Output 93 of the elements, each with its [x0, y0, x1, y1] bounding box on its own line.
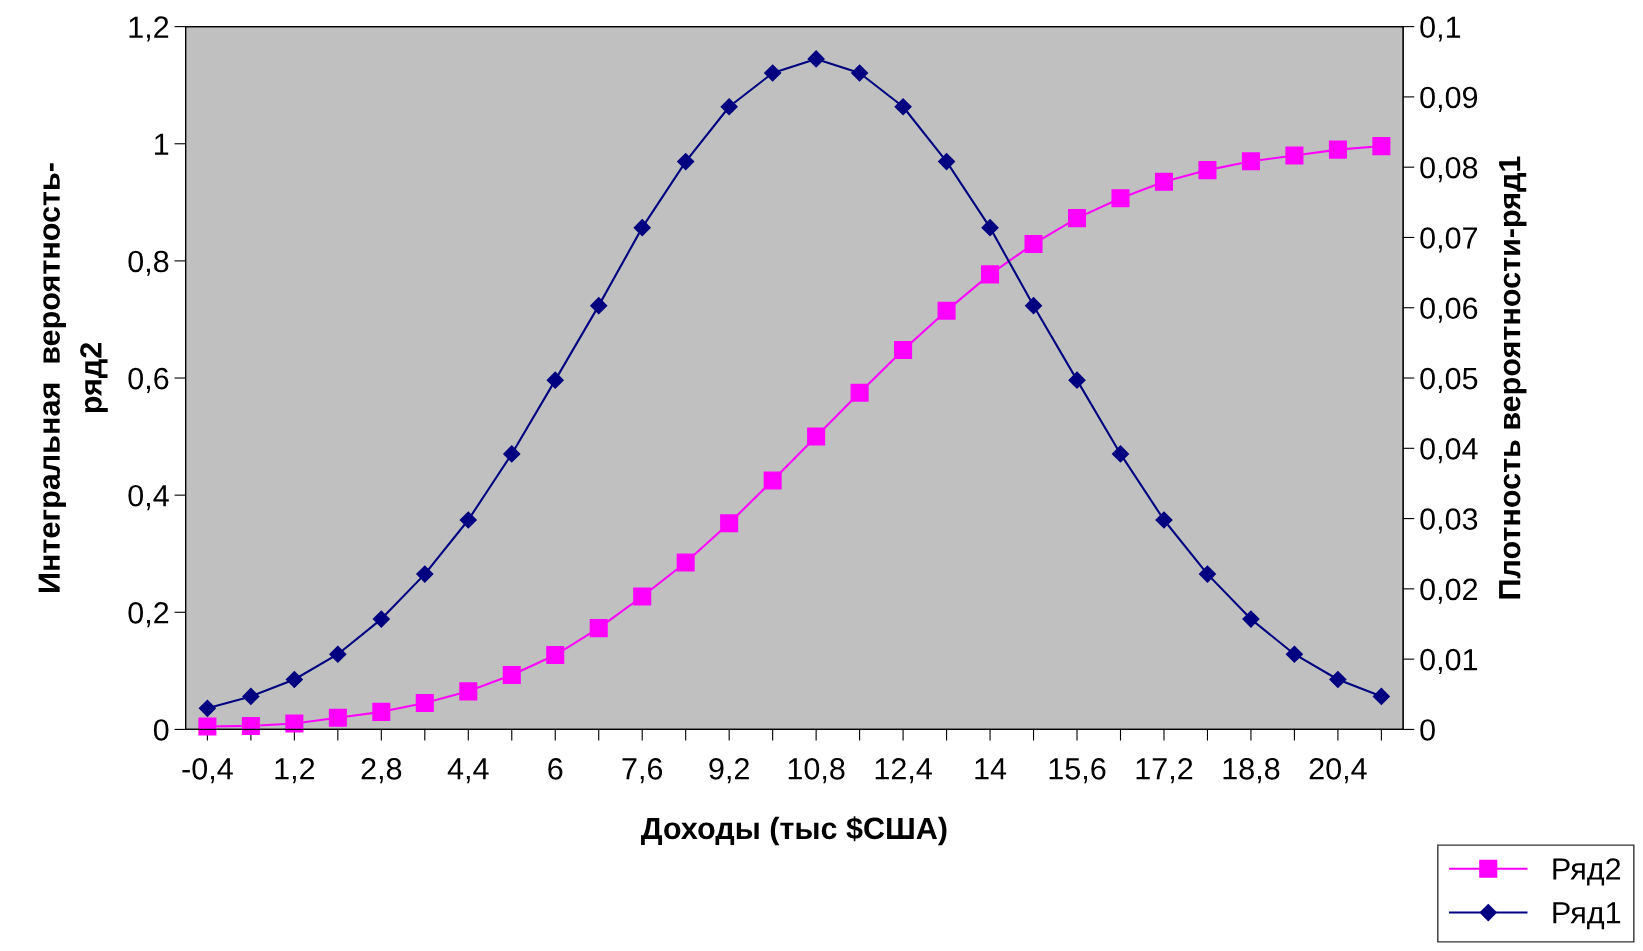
- point: [1067, 209, 1087, 228]
- x-tick-label: 6: [548, 758, 563, 780]
- point: [1285, 146, 1304, 165]
- point: [415, 694, 434, 713]
- y2-tick-label: 0,06: [1420, 297, 1478, 323]
- point: [198, 699, 216, 717]
- y2-tick-label: 0: [1420, 719, 1435, 741]
- point: [720, 98, 738, 116]
- point: [981, 265, 1000, 284]
- point: [285, 670, 303, 689]
- point: [894, 98, 912, 116]
- point: [1155, 511, 1173, 529]
- x-tick-label: 14: [975, 758, 1007, 780]
- point: [1329, 670, 1347, 689]
- point: [1372, 687, 1390, 705]
- point: [372, 610, 390, 628]
- point: [1198, 565, 1217, 583]
- legend-label: Ряд1: [1553, 902, 1621, 930]
- point: [242, 687, 260, 705]
- x-tick-label: 17,2: [1136, 758, 1193, 784]
- y2-tick-label: 0,07: [1420, 227, 1478, 253]
- y-axis-title: Интегральная вероятность- ряд2: [38, 163, 108, 592]
- point: [894, 340, 913, 359]
- point: [372, 702, 391, 721]
- point: [1241, 152, 1260, 171]
- x-tick-label: 10,8: [788, 758, 845, 784]
- point: [937, 301, 956, 320]
- y2-tick-label: 0,02: [1420, 578, 1478, 604]
- point: [1198, 161, 1217, 180]
- x-tick-label: 9,2: [709, 758, 749, 784]
- y2-tick-label: 0,04: [1420, 438, 1478, 464]
- x-tick-label: 15,6: [1049, 758, 1106, 784]
- point: [502, 665, 521, 684]
- x-tick-label: 1,2: [275, 758, 315, 784]
- point: [1328, 140, 1347, 159]
- y2-tick-label: 0,03: [1420, 508, 1478, 534]
- point: [676, 553, 695, 572]
- y-tick-label: 0: [153, 719, 169, 741]
- point: [1024, 297, 1043, 315]
- point: [1372, 137, 1391, 156]
- y2-axis-title: Плотность вероятности-ряд1: [1499, 156, 1527, 599]
- y-tick-label: 0,2: [128, 602, 169, 628]
- y2-tick-label: 0,1: [1420, 16, 1461, 42]
- point: [764, 64, 782, 82]
- point: [1111, 445, 1130, 463]
- y-tick-label: 0,8: [128, 250, 169, 276]
- y2-tick-label: 0,01: [1420, 648, 1478, 675]
- point: [198, 717, 217, 736]
- y-tick-label: 1,2: [129, 16, 169, 42]
- point: [1024, 234, 1043, 253]
- point: [763, 471, 782, 490]
- y-tick-label: 1: [155, 133, 169, 155]
- point: [677, 153, 695, 171]
- x-tick-label: 12,4: [875, 758, 932, 784]
- point: [807, 427, 826, 446]
- point: [285, 714, 304, 733]
- point: [850, 383, 869, 402]
- point: [981, 219, 999, 237]
- point: [1111, 189, 1130, 208]
- point: [720, 514, 739, 533]
- point: [590, 297, 608, 315]
- point: [1154, 172, 1174, 191]
- point: [503, 445, 521, 463]
- legend-label: Ряд2: [1553, 858, 1621, 886]
- point: [1068, 371, 1086, 389]
- point: [851, 64, 869, 82]
- x-tick-label: 7,6: [622, 758, 663, 784]
- point: [633, 587, 652, 606]
- point: [546, 646, 565, 665]
- x-tick-label: 2,8: [361, 758, 402, 784]
- point: [1242, 610, 1260, 628]
- x-tick-label: 18,8: [1223, 758, 1280, 784]
- point: [589, 619, 608, 638]
- point: [938, 153, 956, 171]
- point: [459, 511, 477, 529]
- x-tick-label: -0,4: [182, 758, 233, 784]
- point: [328, 708, 347, 727]
- y2-tick-label: 0,08: [1420, 156, 1478, 183]
- y2-tick-label: 0,05: [1420, 367, 1478, 393]
- y-tick-label: 0,6: [128, 367, 169, 393]
- y2-tick-label: 0,09: [1420, 86, 1478, 112]
- point: [633, 219, 651, 237]
- y-tick-label: 0,4: [128, 484, 169, 511]
- x-tick-label: 4,4: [447, 758, 489, 784]
- x-tick-label: 20,4: [1309, 758, 1367, 784]
- x-axis-title: Доходы (тыс $США): [641, 816, 947, 846]
- point: [1285, 645, 1303, 663]
- point: [546, 371, 564, 389]
- point: [241, 716, 260, 735]
- point: [329, 645, 347, 663]
- point: [416, 565, 434, 583]
- point: [459, 682, 478, 701]
- point: [807, 50, 825, 68]
